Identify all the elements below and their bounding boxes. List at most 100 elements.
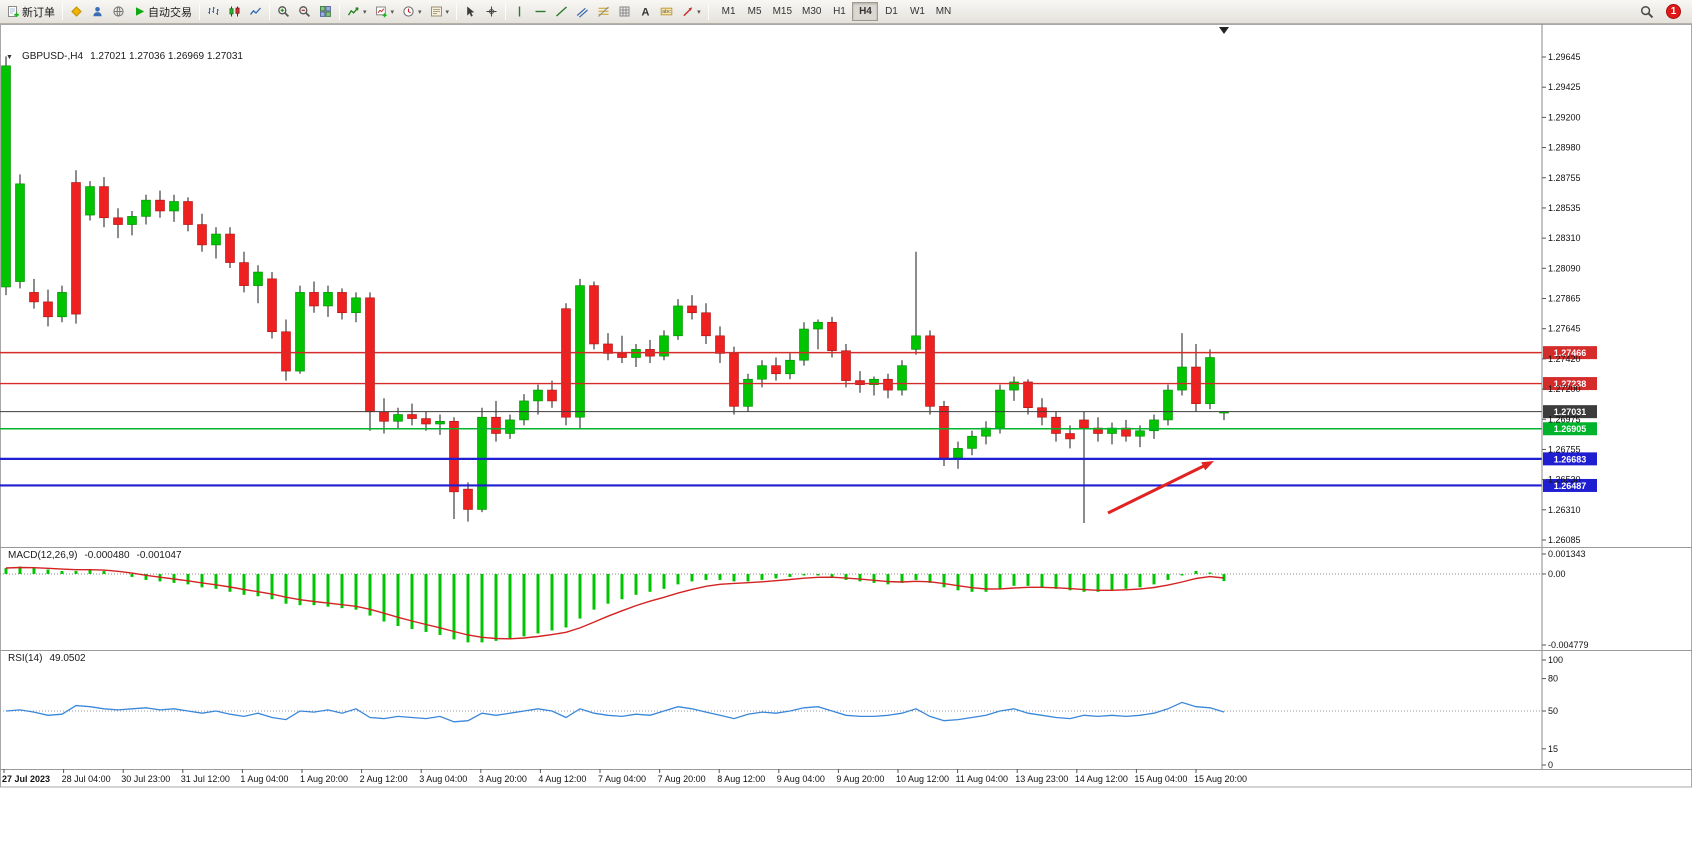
timeframe-h1[interactable]: H1 <box>826 2 852 21</box>
rsi-name: RSI(14) <box>8 653 43 664</box>
toolbar-separator <box>505 3 507 20</box>
timeframe-m15[interactable]: M15 <box>768 2 797 21</box>
candle <box>841 350 851 381</box>
auto-trading-button[interactable]: 自动交易 <box>129 1 196 22</box>
timeframe-mn[interactable]: MN <box>930 2 956 21</box>
trend-arrow-head-icon[interactable] <box>1201 461 1214 471</box>
time-label[interactable]: 9 Aug 04:00 <box>777 774 825 784</box>
candle-chart-button[interactable] <box>224 1 245 22</box>
trendline-button[interactable] <box>551 1 572 22</box>
price-label[interactable]: 1.27420 <box>1548 354 1581 364</box>
candle <box>603 343 613 354</box>
time-label[interactable]: 4 Aug 12:00 <box>538 774 586 784</box>
time-label[interactable]: 3 Aug 20:00 <box>479 774 527 784</box>
vline-button[interactable] <box>509 1 530 22</box>
notification-badge[interactable]: 1 <box>1666 4 1681 19</box>
time-label[interactable]: 14 Aug 12:00 <box>1075 774 1128 784</box>
chart-symbol-period: GBPUSD-,H4 <box>21 51 84 62</box>
indicators-icon <box>347 7 359 16</box>
market-watch-button[interactable] <box>66 1 87 22</box>
timeframe-w1[interactable]: W1 <box>904 2 930 21</box>
zoom-in-button[interactable] <box>273 1 294 22</box>
price-label[interactable]: 1.27645 <box>1548 324 1581 334</box>
zoom-out-icon <box>299 6 311 18</box>
price-label[interactable]: 1.28310 <box>1548 233 1581 243</box>
candle <box>701 312 711 337</box>
price-label[interactable]: 1.26975 <box>1548 414 1581 424</box>
candle <box>771 365 781 375</box>
price-label[interactable]: 1.29645 <box>1548 52 1581 62</box>
price-tag-1.26683 <box>1543 452 1597 466</box>
add-chart-button[interactable]: ▾ <box>371 1 399 22</box>
price-label[interactable]: 1.26310 <box>1548 505 1581 515</box>
candle <box>575 285 585 418</box>
crosshair-button[interactable] <box>481 1 502 22</box>
time-label[interactable]: 7 Aug 20:00 <box>658 774 706 784</box>
candle <box>15 183 25 282</box>
time-label[interactable]: 30 Jul 23:00 <box>121 774 170 784</box>
time-label[interactable]: 1 Aug 20:00 <box>300 774 348 784</box>
bar-chart-button[interactable] <box>203 1 224 22</box>
candle <box>897 365 907 391</box>
hline-icon <box>535 10 546 13</box>
time-label[interactable]: 13 Aug 23:00 <box>1015 774 1068 784</box>
time-label[interactable]: 2 Aug 12:00 <box>360 774 408 784</box>
time-label[interactable]: 8 Aug 12:00 <box>717 774 765 784</box>
svg-text:1.27238: 1.27238 <box>1554 379 1587 389</box>
time-label[interactable]: 1 Aug 04:00 <box>240 774 288 784</box>
channel-button[interactable] <box>572 1 593 22</box>
time-label[interactable]: 15 Aug 04:00 <box>1134 774 1187 784</box>
price-label[interactable]: 1.28090 <box>1548 263 1581 273</box>
timeframe-m1[interactable]: M1 <box>716 2 742 21</box>
time-label[interactable]: 11 Aug 04:00 <box>956 774 1008 784</box>
price-label[interactable]: 1.29200 <box>1548 112 1581 122</box>
periods-button[interactable]: ▾ <box>398 1 426 22</box>
time-label[interactable]: 15 Aug 20:00 <box>1194 774 1247 784</box>
one-click-trading-toggle-icon[interactable]: ▼ <box>6 54 13 61</box>
zoom-out-button[interactable] <box>294 1 315 22</box>
text-button[interactable]: A <box>635 1 656 22</box>
time-label[interactable]: 3 Aug 04:00 <box>419 774 467 784</box>
price-label[interactable]: 1.26755 <box>1548 444 1581 454</box>
price-label[interactable]: 1.28535 <box>1548 203 1581 213</box>
price-label[interactable]: 1.28755 <box>1548 173 1581 183</box>
templates-button[interactable]: ▾ <box>426 1 454 22</box>
arrows-button[interactable]: ▾ <box>677 1 705 22</box>
price-label[interactable]: 1.29425 <box>1548 82 1581 92</box>
line-chart-button[interactable] <box>245 1 266 22</box>
search-button[interactable] <box>1636 1 1658 22</box>
time-label[interactable]: 10 Aug 12:00 <box>896 774 949 784</box>
tile-windows-button[interactable] <box>315 1 336 22</box>
time-label[interactable]: 28 Jul 04:00 <box>62 774 111 784</box>
cursor-icon <box>467 6 475 17</box>
macd-scale-label: -0.004779 <box>1548 640 1589 650</box>
timeframe-m5[interactable]: M5 <box>742 2 768 21</box>
new-order-button[interactable]: 新订单 <box>3 1 59 22</box>
indicators-button[interactable]: ▾ <box>343 1 371 22</box>
time-label[interactable]: 9 Aug 20:00 <box>836 774 884 784</box>
time-label[interactable]: 31 Jul 12:00 <box>181 774 230 784</box>
price-label[interactable]: 1.27865 <box>1548 294 1581 304</box>
time-label[interactable]: 27 Jul 2023 <box>2 774 50 784</box>
timeframe-h4[interactable]: H4 <box>852 2 879 21</box>
price-label[interactable]: 1.28980 <box>1548 143 1581 153</box>
community-button[interactable] <box>87 1 108 22</box>
fibonacci-button[interactable] <box>593 1 614 22</box>
price-label[interactable]: 1.26085 <box>1548 535 1581 545</box>
trend-arrow-annotation[interactable] <box>1107 463 1208 515</box>
grid-button[interactable] <box>614 1 635 22</box>
candle <box>127 216 137 225</box>
candle <box>435 420 445 425</box>
timeframe-d1[interactable]: D1 <box>878 2 904 21</box>
rsi-scale-label: 100 <box>1548 655 1563 665</box>
time-label[interactable]: 7 Aug 04:00 <box>598 774 646 784</box>
hline-button[interactable] <box>530 1 551 22</box>
text-label-button[interactable]: abc <box>656 1 677 22</box>
price-label[interactable]: 1.26530 <box>1548 475 1581 485</box>
web-request-button[interactable] <box>108 1 129 22</box>
price-label[interactable]: 1.27200 <box>1548 384 1581 394</box>
timeframe-m30[interactable]: M30 <box>797 2 826 21</box>
play-icon <box>136 7 145 16</box>
cursor-button[interactable] <box>460 1 481 22</box>
price-chart-canvas[interactable]: 1.27466 1.27238 1.27031 1.26905 1.26683 1.264… <box>0 24 1692 852</box>
